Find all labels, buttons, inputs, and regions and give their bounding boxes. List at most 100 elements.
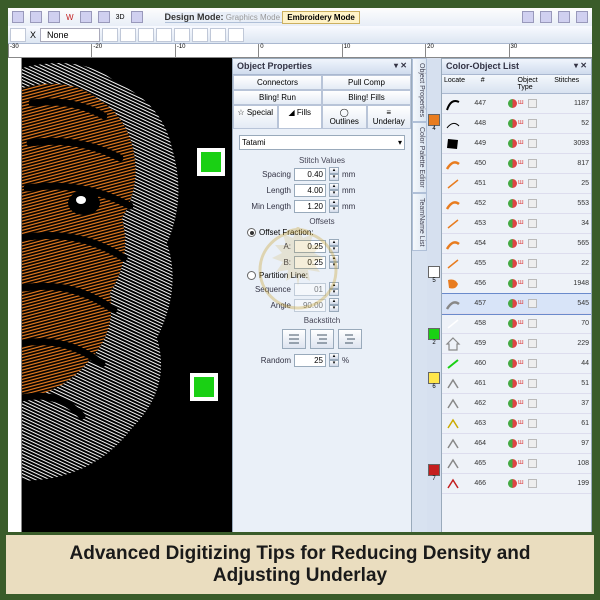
object-row[interactable]: 449 ш 3093 xyxy=(442,134,591,154)
color-swatches: 45267 xyxy=(427,58,441,592)
object-row[interactable]: 447 ш 1187 xyxy=(442,94,591,114)
random-value[interactable]: 25 xyxy=(294,354,326,367)
color-swatch[interactable] xyxy=(428,372,440,384)
object-thumb-icon xyxy=(444,356,462,372)
color-swatch[interactable] xyxy=(428,328,440,340)
tool-button[interactable] xyxy=(192,28,208,42)
object-row[interactable]: 460 ш 44 xyxy=(442,354,591,374)
design-canvas[interactable] xyxy=(22,58,232,592)
object-thumb-icon xyxy=(444,296,462,312)
object-thumb-icon xyxy=(444,176,462,192)
value-input[interactable]: 0.25 xyxy=(294,256,326,269)
tool-button[interactable] xyxy=(138,28,154,42)
design-mode-label: Design Mode: xyxy=(165,12,224,22)
color-swatch[interactable] xyxy=(428,464,440,476)
x-label: X xyxy=(28,30,38,40)
object-row[interactable]: 462 ш 37 xyxy=(442,394,591,414)
backstitch-option-3[interactable] xyxy=(338,329,362,349)
spinner[interactable]: ▴▾ xyxy=(329,298,339,312)
object-row[interactable]: 464 ш 97 xyxy=(442,434,591,454)
spinner[interactable]: ▴▾ xyxy=(329,167,339,181)
selection-dropdown[interactable]: None xyxy=(40,28,100,42)
side-tab-color-palette[interactable]: Color Palette Editor xyxy=(412,122,427,193)
side-tab-teamname[interactable]: TeamName List xyxy=(412,193,427,252)
spinner[interactable]: ▴▾ xyxy=(329,199,339,213)
panel-controls[interactable]: ▾ ✕ xyxy=(574,61,587,72)
fill-type-dropdown[interactable]: Tatami▾ xyxy=(239,135,405,150)
tab-fills[interactable]: ◢ Fills xyxy=(278,105,323,129)
backstitch-title: Backstitch xyxy=(239,316,405,325)
value-input[interactable]: 01 xyxy=(294,283,326,296)
value-input[interactable]: 1.20 xyxy=(294,200,326,213)
tool-button[interactable] xyxy=(156,28,172,42)
menu-icon[interactable] xyxy=(576,11,588,23)
menu-bar: W 3D Design Mode: Graphics Mode Embroide… xyxy=(8,8,592,26)
object-row[interactable]: 450 ш 817 xyxy=(442,154,591,174)
object-row[interactable]: 465 ш 108 xyxy=(442,454,591,474)
backstitch-option-1[interactable] xyxy=(282,329,306,349)
partition-line-radio[interactable]: Partition Line: xyxy=(247,271,405,280)
object-row[interactable]: 457 ш 545 xyxy=(442,294,591,314)
spinner[interactable]: ▴▾ xyxy=(329,239,339,253)
tab-outlines[interactable]: ◯ Outlines xyxy=(322,105,367,129)
value-input[interactable]: 4.00 xyxy=(294,184,326,197)
toolbar: X None xyxy=(8,26,592,44)
embroidery-mode-tab[interactable]: Embroidery Mode xyxy=(282,11,360,24)
tool-button[interactable] xyxy=(228,28,244,42)
color-swatch[interactable] xyxy=(428,266,440,278)
object-row[interactable]: 458 ш 70 xyxy=(442,314,591,334)
tool-button[interactable] xyxy=(102,28,118,42)
ruler-horizontal: -30-20-10 01020 30 xyxy=(8,44,592,58)
offset-fraction-radio[interactable]: Offset Fraction: xyxy=(247,228,405,237)
spinner[interactable]: ▴▾ xyxy=(329,282,339,296)
color-swatch[interactable] xyxy=(428,114,440,126)
tool-button[interactable] xyxy=(10,28,26,42)
tab-bling-run[interactable]: Bling! Run xyxy=(233,90,322,105)
menu-icon[interactable] xyxy=(540,11,552,23)
menu-icon[interactable] xyxy=(30,11,42,23)
object-row[interactable]: 452 ш 553 xyxy=(442,194,591,214)
tiger-embroidery xyxy=(22,58,232,518)
graphics-mode-tab[interactable]: Graphics Mode xyxy=(226,13,280,22)
object-properties-panel: Object Properties ▾ ✕ Connectors Pull Co… xyxy=(232,58,412,592)
tab-underlay[interactable]: ≡ Underlay xyxy=(367,105,412,129)
tab-bling-fills[interactable]: Bling! Fills xyxy=(322,90,411,105)
object-thumb-icon xyxy=(444,316,462,332)
value-input[interactable]: 90.00 xyxy=(294,299,326,312)
tab-connectors[interactable]: Connectors xyxy=(233,75,322,90)
selection-handle[interactable] xyxy=(190,373,218,401)
backstitch-option-2[interactable] xyxy=(310,329,334,349)
menu-icon[interactable] xyxy=(80,11,92,23)
value-input[interactable]: 0.25 xyxy=(294,240,326,253)
object-row[interactable]: 455 ш 22 xyxy=(442,254,591,274)
tool-button[interactable] xyxy=(174,28,190,42)
object-row[interactable]: 463 ш 61 xyxy=(442,414,591,434)
object-row[interactable]: 453 ш 34 xyxy=(442,214,591,234)
spinner[interactable]: ▴▾ xyxy=(329,255,339,269)
object-row[interactable]: 466 ш 199 xyxy=(442,474,591,494)
object-row[interactable]: 454 ш 565 xyxy=(442,234,591,254)
tab-special[interactable]: ☆ Special xyxy=(233,105,278,129)
object-row[interactable]: 448 ш 52 xyxy=(442,114,591,134)
object-row[interactable]: 461 ш 51 xyxy=(442,374,591,394)
ruler-vertical xyxy=(8,58,22,592)
spinner[interactable]: ▴▾ xyxy=(329,353,339,367)
menu-icon[interactable] xyxy=(12,11,24,23)
caption-text: Advanced Digitizing Tips for Reducing De… xyxy=(26,543,574,587)
panel-controls[interactable]: ▾ ✕ xyxy=(394,61,407,72)
side-tab-object-props[interactable]: Object Properties xyxy=(412,58,427,122)
menu-icon[interactable] xyxy=(48,11,60,23)
tool-button[interactable] xyxy=(210,28,226,42)
object-row[interactable]: 459 ш 229 xyxy=(442,334,591,354)
value-input[interactable]: 0.40 xyxy=(294,168,326,181)
spinner[interactable]: ▴▾ xyxy=(329,183,339,197)
object-row[interactable]: 451 ш 25 xyxy=(442,174,591,194)
selection-handle[interactable] xyxy=(197,148,225,176)
tool-button[interactable] xyxy=(120,28,136,42)
tab-pull-comp[interactable]: Pull Comp xyxy=(322,75,411,90)
menu-icon[interactable] xyxy=(558,11,570,23)
menu-icon[interactable] xyxy=(522,11,534,23)
menu-icon[interactable] xyxy=(98,11,110,23)
object-row[interactable]: 456 ш 1948 xyxy=(442,274,591,294)
menu-icon[interactable] xyxy=(131,11,143,23)
